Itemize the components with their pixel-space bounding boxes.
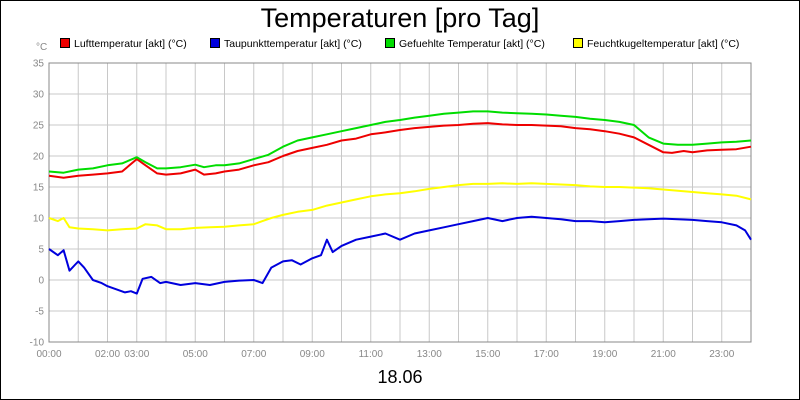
x-tick-label: 03:00 xyxy=(124,349,149,360)
legend-label: Gefuehlte Temperatur [akt] (°C) xyxy=(399,38,545,50)
x-tick-label: 17:00 xyxy=(534,349,559,360)
legend-swatch-red-icon xyxy=(60,38,70,48)
legend-label: Lufttemperatur [akt] (°C) xyxy=(74,38,187,50)
series-line-0 xyxy=(48,122,752,179)
y-tick-label: 20 xyxy=(33,152,45,163)
legend-swatch-yellow-icon xyxy=(573,38,583,48)
y-tick-label: 5 xyxy=(38,245,44,256)
x-tick-label: 21:00 xyxy=(651,349,676,360)
legend-swatch-green-icon xyxy=(385,38,395,48)
y-tick-label: -5 xyxy=(35,307,44,318)
date-label: 18.06 xyxy=(377,367,423,387)
series-line-1 xyxy=(48,215,752,295)
x-tick-label: 09:00 xyxy=(300,349,325,360)
y-tick-label: 25 xyxy=(33,121,45,132)
x-tick-label: 23:00 xyxy=(709,349,734,360)
legend-item-lufttemperatur: Lufttemperatur [akt] (°C) xyxy=(60,38,187,50)
chart-title: Temperaturen [pro Tag] xyxy=(260,3,540,33)
legend-item-gefuehlte-temperatur: Gefuehlte Temperatur [akt] (°C) xyxy=(385,38,545,50)
legend-swatch-blue-icon xyxy=(210,38,220,48)
y-tick-label: 35 xyxy=(33,59,45,70)
legend-label: Taupunkttemperatur [akt] (°C) xyxy=(224,38,362,50)
x-tick-label: 02:00 xyxy=(95,349,120,360)
x-tick-label: 00:00 xyxy=(36,349,61,360)
x-tick-label: 07:00 xyxy=(241,349,266,360)
plot-border xyxy=(48,62,752,343)
x-tick-label: 05:00 xyxy=(183,349,208,360)
x-tick-label: 19:00 xyxy=(592,349,617,360)
y-unit-label: °C xyxy=(36,42,48,53)
series-line-2 xyxy=(48,110,752,174)
legend-label: Feuchtkugeltemperatur [akt] (°C) xyxy=(587,38,740,50)
y-tick-label: 10 xyxy=(33,214,45,225)
y-tick-label: 30 xyxy=(33,90,45,101)
legend-item-taupunkttemperatur: Taupunkttemperatur [akt] (°C) xyxy=(210,38,362,50)
x-tick-label: 11:00 xyxy=(359,349,384,360)
legend-item-feuchtkugeltemperatur: Feuchtkugeltemperatur [akt] (°C) xyxy=(573,38,739,50)
y-tick-label: -10 xyxy=(30,338,45,349)
y-tick-label: 0 xyxy=(38,276,44,287)
x-tick-label: 15:00 xyxy=(475,349,500,360)
y-tick-label: 15 xyxy=(33,183,45,194)
series-line-3 xyxy=(48,182,752,232)
x-tick-label: 13:00 xyxy=(417,349,442,360)
